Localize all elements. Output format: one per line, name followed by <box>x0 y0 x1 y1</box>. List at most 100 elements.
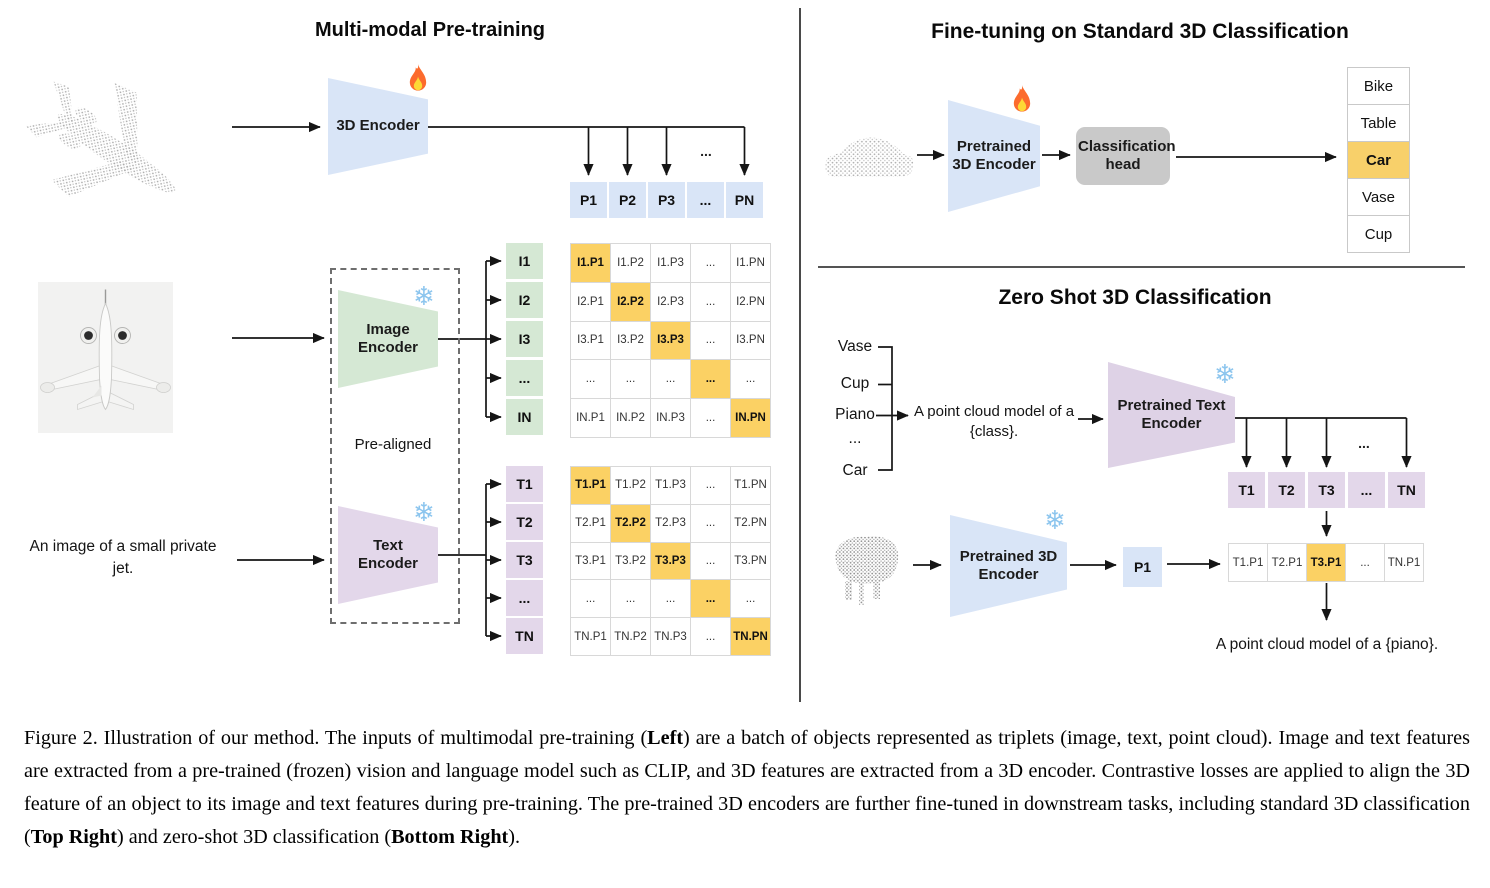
text-point-matrix-cell: TN.PN <box>731 618 770 655</box>
text-point-matrix-cell: T2.P3 <box>651 504 690 542</box>
caption-bold-run: Left <box>647 727 684 749</box>
text-feature-cell: TN <box>1388 472 1425 508</box>
text-feature-cell: T3 <box>506 542 543 578</box>
point-feature-cell: P1 <box>570 182 607 218</box>
caption-bold-run: Bottom Right <box>391 826 509 848</box>
snowflake-icon: ❄ <box>413 281 435 311</box>
image-point-matrix-cell: I1.P1 <box>571 244 610 282</box>
pre-aligned-box <box>330 268 460 624</box>
caption-run: ) and zero-shot 3D classification ( <box>116 826 392 848</box>
image-point-matrix-cell: I3.P1 <box>571 321 610 360</box>
similarity-result-cell: ... <box>1346 544 1384 581</box>
image-point-matrix-cell: ... <box>691 399 730 437</box>
image-point-matrix-cell: I2.PN <box>731 282 770 321</box>
image-point-matrix-cell: IN.P1 <box>571 399 610 437</box>
text-feature-cell: T2 <box>1268 472 1305 508</box>
classification-result-list: Bike Table Car Vase Cup <box>1347 67 1410 253</box>
flow-arrows <box>232 121 1412 642</box>
text-point-matrix-cell: ... <box>691 504 730 542</box>
image-point-matrix-cell: I2.P3 <box>651 282 690 321</box>
text-input-caption: An image of a small private jet. <box>29 538 217 578</box>
class-list-item: Car <box>1348 142 1409 179</box>
text-point-matrix-cell: ... <box>571 580 610 618</box>
text-prompt: A point cloud model of a {class}. <box>913 403 1075 440</box>
text-point-matrix-cell: T1.P3 <box>651 467 690 504</box>
point-feature-p1: P1 <box>1123 547 1162 587</box>
figure-graphics <box>25 8 1465 702</box>
image-encoder-label: Image Encoder <box>357 320 418 356</box>
image-point-matrix-cell: ... <box>611 360 650 399</box>
top-right-panel-title: Fine-tuning on Standard 3D Classificatio… <box>931 20 1349 43</box>
text-feature-cell: T1 <box>1228 472 1265 508</box>
text-point-matrix-cell: T1.P1 <box>571 467 610 504</box>
query-class-label: Vase <box>837 338 873 355</box>
text-point-matrix-cell: T2.P1 <box>571 504 610 542</box>
pretrained-3d-encoder-zeroshot-label: Pretrained 3D Encoder <box>959 547 1058 583</box>
caption-run: ). <box>508 826 521 848</box>
text-point-matrix-cell: TN.P2 <box>611 618 650 655</box>
image-point-matrix-cell: I3.PN <box>731 321 770 360</box>
similarity-result-cell: TN.P1 <box>1385 544 1423 581</box>
image-feature-cell: IN <box>506 399 543 435</box>
text-feature-cell: TN <box>506 618 543 654</box>
query-class-label: Piano <box>835 406 875 423</box>
similarity-result-row: T1.P1 T2.P1 T3.P1... TN.P1 <box>1228 543 1424 582</box>
point-feature-cell: ... <box>687 182 724 218</box>
image-point-matrix-cell: IN.P3 <box>651 399 690 437</box>
similarity-result-cell: T1.P1 <box>1229 544 1267 581</box>
query-class-list: Vase Cup Piano... Car <box>822 338 888 498</box>
snowflake-icon: ❄ <box>1044 505 1066 535</box>
flame-icon <box>1013 84 1031 112</box>
image-point-matrix-cell: IN.PN <box>731 399 770 437</box>
point-feature-cell: P2 <box>609 182 646 218</box>
class-list-item: Bike <box>1348 68 1409 105</box>
image-point-matrix-cell: ... <box>691 360 730 399</box>
image-point-matrix-cell: ... <box>691 282 730 321</box>
image-feature-cell: I3 <box>506 321 543 357</box>
text-point-similarity-matrix: T1.P1 T1.P2 T1.P3... T1.PN T2.P1 T2.P2 T2.P3..… <box>570 466 771 656</box>
image-point-matrix-cell: IN.P2 <box>611 399 650 437</box>
text-point-matrix-cell: ... <box>691 467 730 504</box>
left-panel-title: Multi-modal Pre-training <box>315 19 545 41</box>
similarity-result-cell: T3.P1 <box>1307 544 1345 581</box>
image-feature-column: I1 I2 I3... IN <box>506 243 543 435</box>
text-feature-cell: T2 <box>506 504 543 540</box>
text-point-matrix-cell: T3.P1 <box>571 542 610 580</box>
text-point-matrix-cell: T3.PN <box>731 542 770 580</box>
text-point-matrix-cell: T3.P2 <box>611 542 650 580</box>
snowflake-icon: ❄ <box>413 497 435 527</box>
figure-caption: Figure 2. Illustration of our method. Th… <box>24 722 1470 854</box>
image-feature-cell: ... <box>506 360 543 396</box>
snowflake-icon: ❄ <box>1214 359 1236 389</box>
image-point-matrix-cell: I1.PN <box>731 244 770 282</box>
pretrained-3d-encoder-label: Pretrained 3D Encoder <box>952 137 1036 173</box>
p-row-ellipsis: ... <box>700 143 712 159</box>
image-point-matrix-cell: I2.P2 <box>611 282 650 321</box>
text-point-matrix-cell: TN.P3 <box>651 618 690 655</box>
panel-dividers <box>799 8 1465 702</box>
flame-icon <box>409 63 427 91</box>
text-point-matrix-cell: T1.P2 <box>611 467 650 504</box>
pretrained-text-encoder-label: Pretrained Text Encoder <box>1117 396 1226 432</box>
t-row-ellipsis: ... <box>1358 435 1370 451</box>
image-point-matrix-cell: ... <box>691 321 730 360</box>
image-feature-cell: I1 <box>506 243 543 279</box>
classification-head: Classification head <box>1076 127 1176 185</box>
caption-run: ) are a batch of objects represented as … <box>24 727 1470 848</box>
query-class-label: Car <box>842 462 868 479</box>
text-point-matrix-cell: ... <box>651 580 690 618</box>
result-prompt: A point cloud model of a {piano}. <box>1215 636 1439 653</box>
3d-encoder-label: 3D Encoder <box>336 117 420 135</box>
query-class-label: ... <box>848 430 862 447</box>
query-class-label: Cup <box>840 375 870 392</box>
text-point-matrix-cell: ... <box>691 618 730 655</box>
image-point-matrix-cell: I2.P1 <box>571 282 610 321</box>
text-point-matrix-cell: ... <box>691 542 730 580</box>
text-feature-cell: T3 <box>1308 472 1345 508</box>
text-point-matrix-cell: TN.P1 <box>571 618 610 655</box>
text-feature-row: T1 T2 T3... TN <box>1228 472 1425 508</box>
class-list-item: Cup <box>1348 216 1409 252</box>
text-point-matrix-cell: T2.P2 <box>611 504 650 542</box>
text-point-matrix-cell: ... <box>731 580 770 618</box>
classification-head-label: Classification head <box>1078 137 1176 173</box>
